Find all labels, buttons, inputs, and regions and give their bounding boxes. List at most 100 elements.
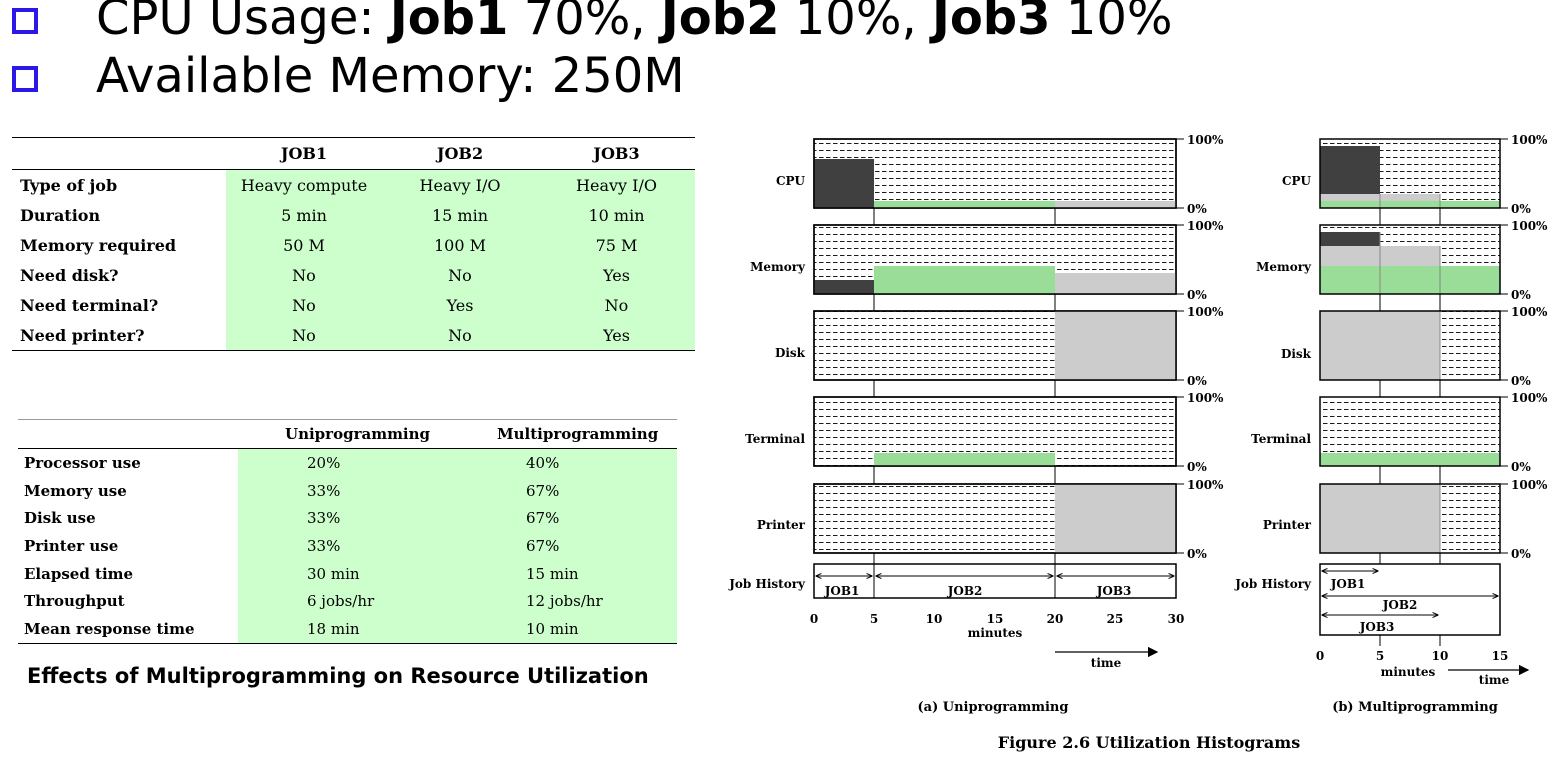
- row-label: Type of job: [20, 175, 118, 195]
- pct-0-label: 0%: [1187, 460, 1207, 474]
- cpu-job2-bar: [874, 201, 1055, 208]
- row-label: Elapsed time: [24, 564, 134, 583]
- table-row: Duration 5 min 15 min 10 min: [12, 200, 695, 230]
- cell: Yes: [538, 260, 695, 290]
- pct-0-label: 0%: [1511, 460, 1531, 474]
- table-row: Memory required 50 M 100 M 75 M: [12, 230, 695, 260]
- pct-0-label: 0%: [1511, 374, 1531, 388]
- multi-label-terminal: Terminal: [1251, 432, 1311, 446]
- checkbox-bullet-icon: [12, 8, 38, 34]
- pct-100-label: 100%: [1511, 478, 1548, 492]
- multi-label-printer: Printer: [1263, 518, 1312, 532]
- table-row: Processor use 20% 40%: [18, 448, 677, 477]
- pct-100-label: 100%: [1187, 133, 1224, 147]
- header-cell: JOB1: [226, 137, 382, 170]
- uni-memory-panel: [813, 224, 1177, 295]
- cell: 50 M: [226, 230, 382, 260]
- disk-job3-bar: [1320, 311, 1440, 380]
- checkbox-bullet-icon: [12, 66, 38, 92]
- row-label: Processor use: [24, 453, 141, 472]
- cpu-job1-bar: [1320, 146, 1380, 194]
- row-label: Printer use: [24, 536, 119, 555]
- uni-x-tick: 30: [1168, 612, 1185, 626]
- uni-label-job-history: Job History: [728, 577, 806, 591]
- cell: Yes: [538, 320, 695, 351]
- uni-printer-panel: [813, 483, 1177, 554]
- bullet-cpu-usage: CPU Usage: Job1 70%, Job2 10%, Job3 10%: [12, 0, 1173, 64]
- cell: Heavy I/O: [382, 169, 538, 200]
- uni-disk-panel: [813, 310, 1177, 381]
- multi-terminal-panel: [1319, 396, 1501, 467]
- header-cell: [12, 137, 226, 170]
- cell: 40%: [458, 448, 677, 477]
- disk-job3-bar: [1055, 311, 1176, 380]
- figure-title: Figure 2.6 Utilization Histograms: [998, 733, 1300, 752]
- cell: 67%: [458, 504, 677, 533]
- cell: 6 jobs/hr: [238, 587, 458, 616]
- multi-label-disk: Disk: [1281, 347, 1312, 361]
- table-row: Need terminal? No Yes No: [12, 290, 695, 320]
- row-label: Memory required: [20, 235, 177, 255]
- cell: 12 jobs/hr: [458, 587, 677, 616]
- uni-cpu-panel: [813, 138, 1177, 209]
- cpu-job2-bar: [1320, 201, 1500, 208]
- row-label: Mean response time: [18, 615, 238, 644]
- pct-0-label: 0%: [1187, 374, 1207, 388]
- table-header-row: Uniprogramming Multiprogramming: [18, 419, 677, 449]
- table-row: Need printer? No No Yes: [12, 320, 695, 351]
- memory-job2-bar: [874, 266, 1055, 294]
- table-row: Elapsed time 30 min 15 min: [18, 559, 677, 588]
- header-cell: [18, 419, 238, 449]
- cell: Yes: [382, 290, 538, 320]
- multi-label-job-history: Job History: [1234, 577, 1312, 591]
- uni-job-history: JOB1 JOB2 JOB3: [813, 563, 1177, 599]
- multi-label-cpu: CPU: [1282, 174, 1312, 188]
- cell: 5 min: [226, 200, 382, 230]
- multi-x-tick: 10: [1432, 649, 1449, 663]
- cell: 33%: [238, 476, 458, 505]
- pct-0-label: 0%: [1511, 288, 1531, 302]
- multi-minutes-label: minutes: [1381, 665, 1436, 679]
- multi-gap-ticks: [1379, 208, 1441, 646]
- cell: 75 M: [538, 230, 695, 260]
- uni-x-tick: 25: [1107, 612, 1124, 626]
- cell: 10 min: [458, 615, 677, 644]
- terminal-job2-bar: [874, 453, 1055, 466]
- cell: 33%: [238, 504, 458, 533]
- uni-job1-label: JOB1: [824, 584, 860, 598]
- pct-100-label: 100%: [1511, 133, 1548, 147]
- multi-time-label: time: [1479, 673, 1510, 687]
- header-cell: Multiprogramming: [458, 419, 677, 449]
- table-row: Need disk? No No Yes: [12, 260, 695, 290]
- cell: No: [226, 260, 382, 290]
- cell: 10 min: [538, 200, 695, 230]
- multi-job-history: JOB1 JOB2 JOB3: [1319, 563, 1501, 636]
- uni-label-terminal: Terminal: [745, 432, 805, 446]
- multi-caption: (b) Multiprogramming: [1332, 700, 1498, 715]
- cell: No: [538, 290, 695, 320]
- pct-0-label: 0%: [1187, 202, 1207, 216]
- multi-job1-label: JOB1: [1330, 577, 1366, 591]
- uni-x-tick: 10: [926, 612, 943, 626]
- effects-table: Uniprogramming Multiprogramming Processo…: [18, 419, 677, 644]
- cell: 67%: [458, 476, 677, 505]
- multi-label-memory: Memory: [1256, 260, 1312, 274]
- cell: 30 min: [238, 559, 458, 588]
- uni-terminal-panel: [813, 396, 1177, 467]
- pct-0-label: 0%: [1511, 202, 1531, 216]
- row-label: Need printer?: [12, 320, 226, 351]
- header-cell: JOB3: [538, 137, 695, 170]
- uni-label-disk: Disk: [775, 346, 806, 360]
- header-cell: JOB2: [382, 137, 538, 170]
- pct-100-label: 100%: [1511, 391, 1548, 405]
- cell: 20%: [238, 448, 458, 477]
- pct-100-label: 100%: [1187, 478, 1224, 492]
- table-row: Mean response time 18 min 10 min: [18, 615, 677, 644]
- pct-100-label: 100%: [1187, 391, 1224, 405]
- cell: No: [382, 260, 538, 290]
- uni-x-tick: 20: [1047, 612, 1064, 626]
- pct-0-label: 0%: [1511, 547, 1531, 561]
- cell: Heavy I/O: [538, 169, 695, 200]
- cell: 100 M: [382, 230, 538, 260]
- multi-x-tick: 0: [1316, 649, 1324, 663]
